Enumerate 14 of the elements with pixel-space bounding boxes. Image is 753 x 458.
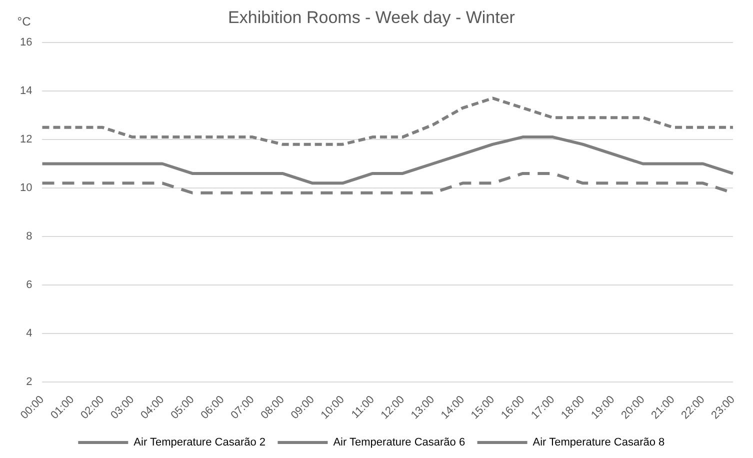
line-series: [40, 96, 734, 146]
y-tick-label: 6: [26, 279, 32, 292]
chart-title: Exhibition Rooms - Week day - Winter: [228, 8, 516, 27]
y-tick-label: 12: [20, 134, 32, 146]
y-tick-label: 2: [26, 376, 32, 388]
y-tick-label: 14: [20, 84, 32, 97]
legend-label: Air Temperature Casarão 8: [532, 436, 665, 449]
y-tick-label: 4: [26, 328, 32, 340]
y-tick-label: 10: [20, 182, 32, 194]
y-tick-label: 16: [20, 36, 32, 48]
legend-label: Air Temperature Casarão 2: [134, 436, 266, 449]
y-axis-title: °C: [17, 14, 32, 28]
legend-label: Air Temperature Casarão 6: [333, 436, 466, 449]
y-tick-label: 8: [26, 230, 32, 243]
